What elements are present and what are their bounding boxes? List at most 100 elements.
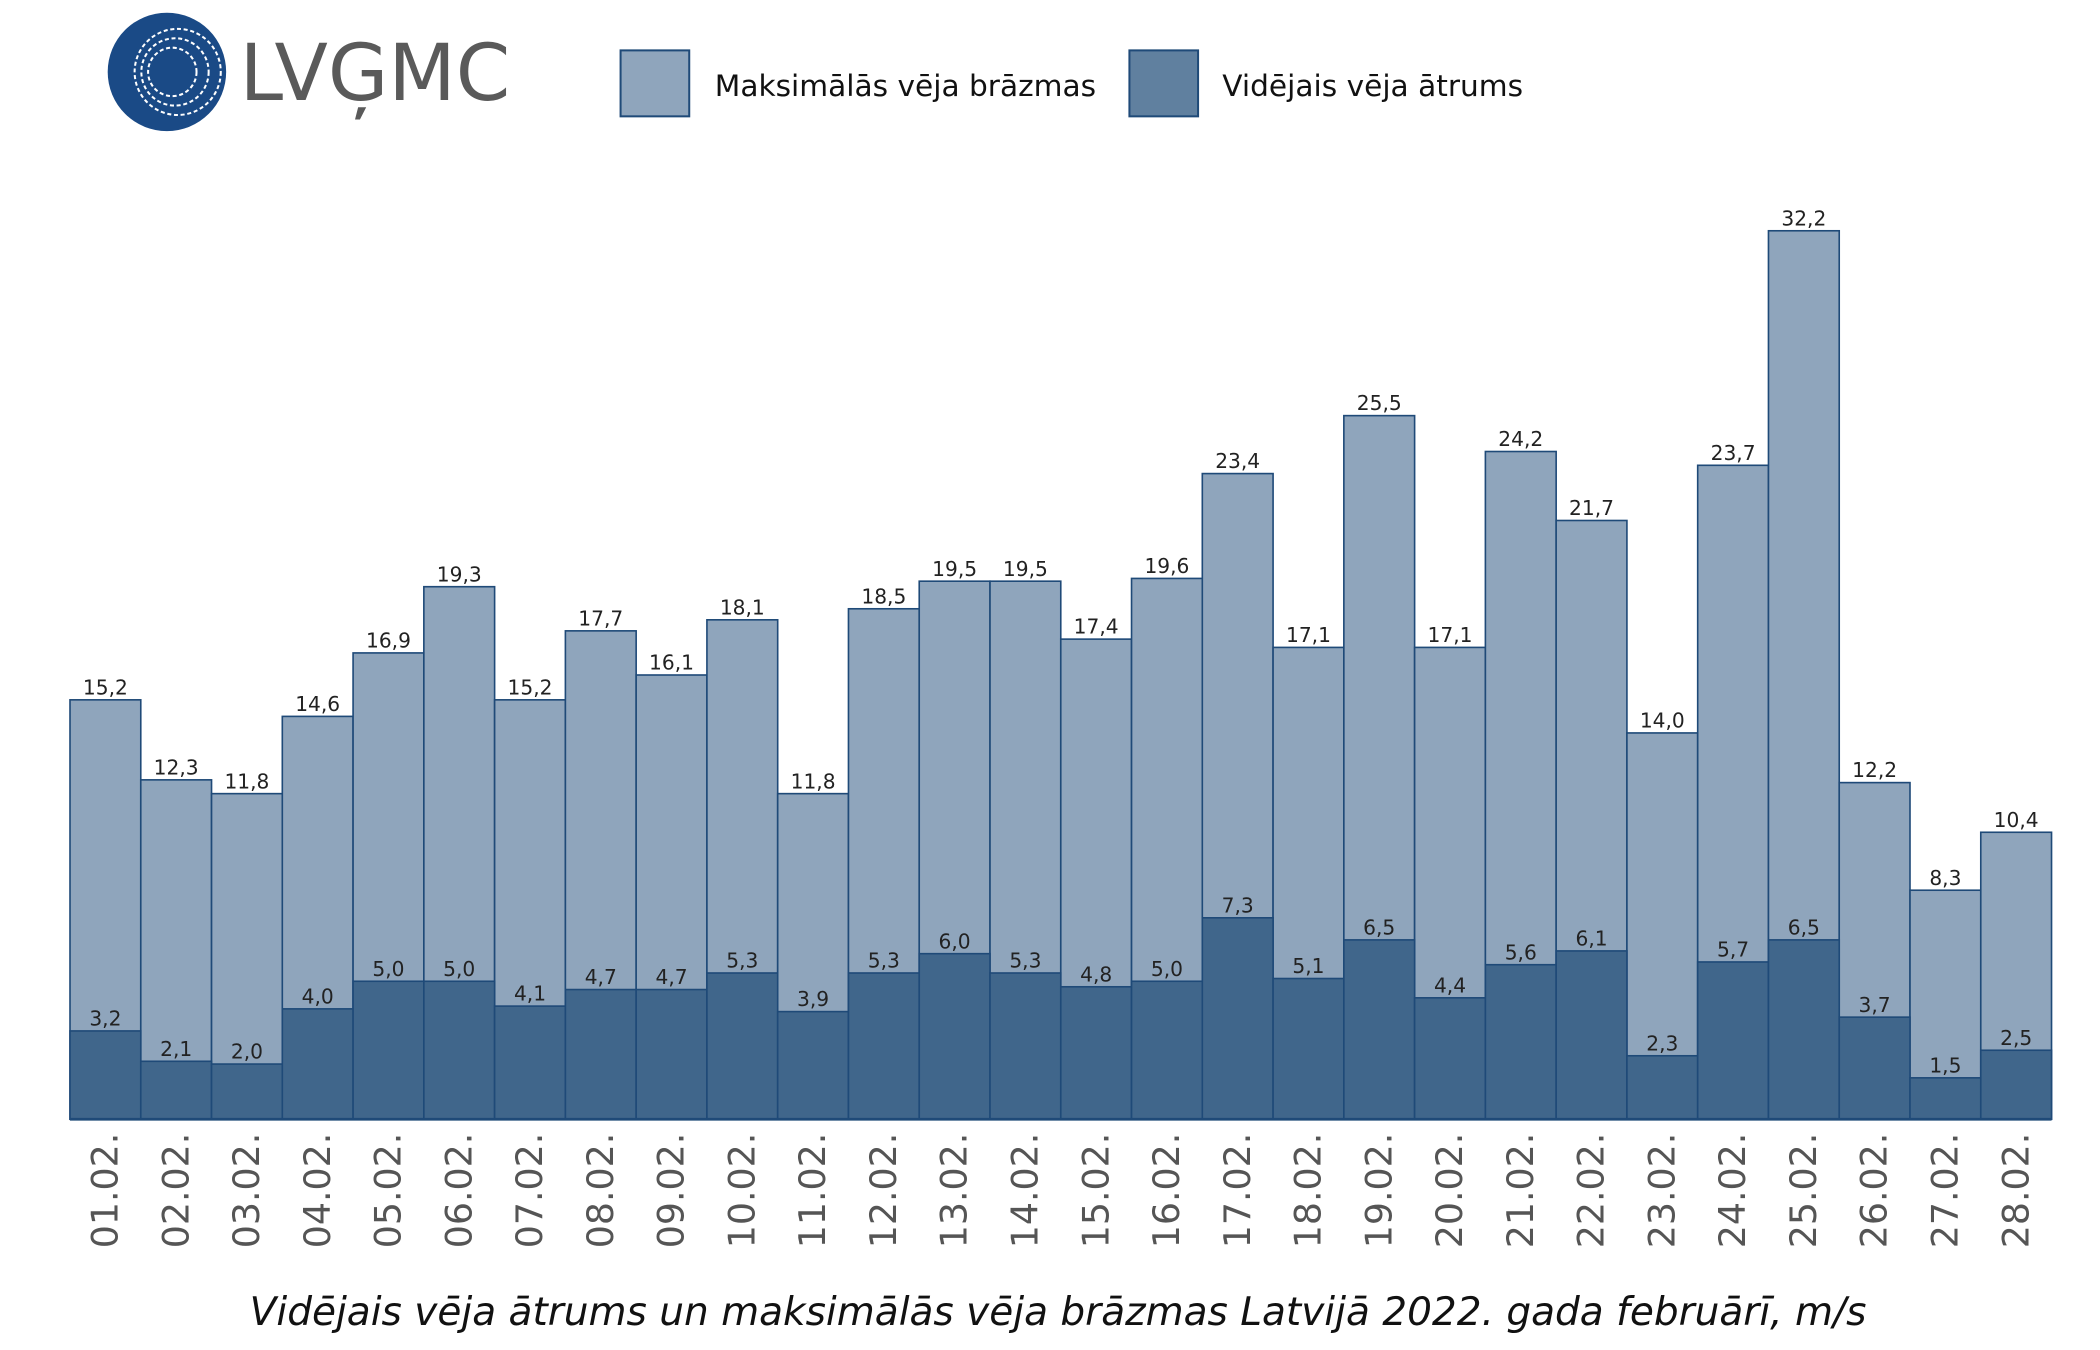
bar-avg-speed	[989, 972, 1062, 1121]
bar-avg-speed	[1555, 950, 1628, 1121]
chart-title: Vidējais vēja ātrums un maksimālās vēja …	[250, 1290, 1867, 1335]
bar-avg-speed	[918, 952, 991, 1121]
bar-avg-speed	[706, 972, 779, 1121]
data-label-avg: 5,3	[1009, 949, 1041, 973]
data-label-max: 17,7	[578, 606, 623, 630]
x-tick-label: 24.02.	[1711, 1133, 1754, 1249]
data-label-max: 18,1	[720, 595, 765, 619]
data-label-avg: 4,7	[655, 965, 687, 989]
bar-avg-speed	[1767, 939, 1841, 1121]
bar-avg-speed	[1979, 1049, 2053, 1121]
bar-avg-speed	[1626, 1054, 1699, 1121]
data-label-max: 25,5	[1357, 391, 1402, 415]
x-tick-label: 17.02.	[1216, 1133, 1259, 1249]
data-label-avg: 7,3	[1222, 893, 1254, 917]
data-label-max: 19,5	[932, 557, 977, 581]
data-label-max: 15,2	[83, 675, 128, 699]
bar-avg-speed	[423, 980, 496, 1121]
data-label-max: 23,4	[1215, 449, 1260, 473]
data-label-max: 17,1	[1428, 623, 1473, 647]
data-label-max: 10,4	[1994, 808, 2039, 832]
data-label-avg: 3,7	[1859, 993, 1891, 1017]
data-label-avg: 5,0	[443, 957, 475, 981]
data-label-avg: 2,1	[160, 1037, 192, 1061]
data-label-avg: 5,0	[372, 957, 404, 981]
data-label-avg: 5,3	[726, 949, 758, 973]
bar-avg-speed	[493, 1005, 567, 1121]
data-label-max: 17,1	[1286, 623, 1331, 647]
x-tick-label: 13.02.	[933, 1133, 976, 1249]
bar-avg-speed	[1059, 985, 1133, 1121]
x-tick-label: 28.02.	[1994, 1133, 2037, 1249]
data-label-max: 23,7	[1711, 441, 1756, 465]
data-label-max: 19,6	[1144, 554, 1189, 578]
data-label-avg: 2,0	[231, 1040, 263, 1064]
legend-swatch-avg	[1128, 49, 1200, 118]
data-label-avg: 2,3	[1646, 1031, 1678, 1055]
data-label-avg: 5,1	[1292, 954, 1324, 978]
x-tick-label: 01.02.	[84, 1133, 127, 1249]
x-tick-label: 14.02.	[1004, 1133, 1047, 1249]
data-label-max: 18,5	[861, 584, 906, 608]
data-label-avg: 4,4	[1434, 973, 1466, 997]
data-label-max: 19,5	[1003, 557, 1048, 581]
data-label-avg: 4,7	[585, 965, 617, 989]
x-tick-label: 16.02.	[1145, 1133, 1188, 1249]
x-tick-label: 21.02.	[1499, 1133, 1542, 1249]
bar-avg-speed	[1201, 917, 1274, 1121]
x-tick-label: 23.02.	[1640, 1133, 1683, 1249]
data-label-avg: 6,5	[1788, 915, 1820, 939]
bar-avg-speed	[1696, 961, 1770, 1121]
x-tick-label: 11.02.	[791, 1133, 834, 1249]
x-tick-label: 26.02.	[1853, 1133, 1896, 1249]
data-label-avg: 4,1	[514, 982, 546, 1006]
data-label-max: 15,2	[508, 675, 553, 699]
data-label-avg: 5,3	[868, 949, 900, 973]
logo-rings	[133, 27, 222, 117]
bar-avg-speed	[352, 980, 425, 1121]
data-label-avg: 2,5	[2000, 1026, 2032, 1050]
data-label-max: 11,8	[224, 769, 269, 793]
data-label-max: 32,2	[1781, 206, 1826, 230]
data-label-max: 14,0	[1640, 709, 1685, 733]
data-label-max: 16,9	[366, 629, 411, 653]
data-label-avg: 3,2	[89, 1007, 121, 1031]
data-label-max: 21,7	[1569, 496, 1614, 520]
bar-avg-speed	[210, 1063, 284, 1121]
data-label-max: 17,4	[1074, 615, 1119, 639]
x-tick-label: 18.02.	[1287, 1133, 1330, 1249]
data-label-max: 11,8	[791, 769, 836, 793]
legend: Maksimālās vēja brāzmas Vidējais vēja āt…	[619, 49, 1523, 118]
x-tick-label: 03.02.	[225, 1133, 268, 1249]
x-tick-label: 22.02.	[1570, 1133, 1613, 1249]
legend-swatch-max	[619, 49, 691, 118]
x-axis-ticks: 01.02. 02.02. 03.02. 04.02. 05.02. 06.02. 07.0…	[84, 1133, 2038, 1249]
bar-avg-speed	[776, 1010, 850, 1121]
bar-avg-speed	[635, 988, 708, 1121]
data-label-max: 12,2	[1852, 758, 1897, 782]
bar-avg-speed	[1838, 1016, 1911, 1121]
x-tick-label: 08.02.	[579, 1133, 622, 1249]
data-label-max: 24,2	[1498, 427, 1543, 451]
data-label-max: 8,3	[1929, 866, 1961, 890]
bar-avg-speed	[847, 972, 921, 1121]
data-label-avg: 3,9	[797, 987, 829, 1011]
data-label-max: 12,3	[154, 755, 199, 779]
data-label-avg: 4,0	[302, 984, 334, 1008]
legend-label-avg: Vidējais vēja ātrums	[1222, 69, 1523, 103]
bar-avg-speed	[1272, 977, 1345, 1121]
x-tick-label: 07.02.	[508, 1133, 551, 1249]
logo-text: LVĢMC	[240, 29, 511, 120]
logo-emblem	[107, 12, 227, 132]
x-tick-label: 27.02.	[1924, 1133, 1967, 1249]
bar-avg-speed	[1909, 1077, 1982, 1121]
x-tick-label: 12.02.	[862, 1133, 905, 1249]
data-label-avg: 6,0	[939, 929, 971, 953]
data-label-max: 19,3	[437, 562, 482, 586]
bar-avg-speed	[281, 1008, 354, 1121]
data-label-avg: 4,8	[1080, 962, 1112, 986]
x-tick-label: 04.02.	[296, 1133, 339, 1249]
x-tick-label: 10.02.	[720, 1133, 763, 1249]
bars: 15,2 12,3 11,8 14,6 16,9 19,3 15,2 17,7 16,1 18,1…	[69, 206, 2053, 1121]
